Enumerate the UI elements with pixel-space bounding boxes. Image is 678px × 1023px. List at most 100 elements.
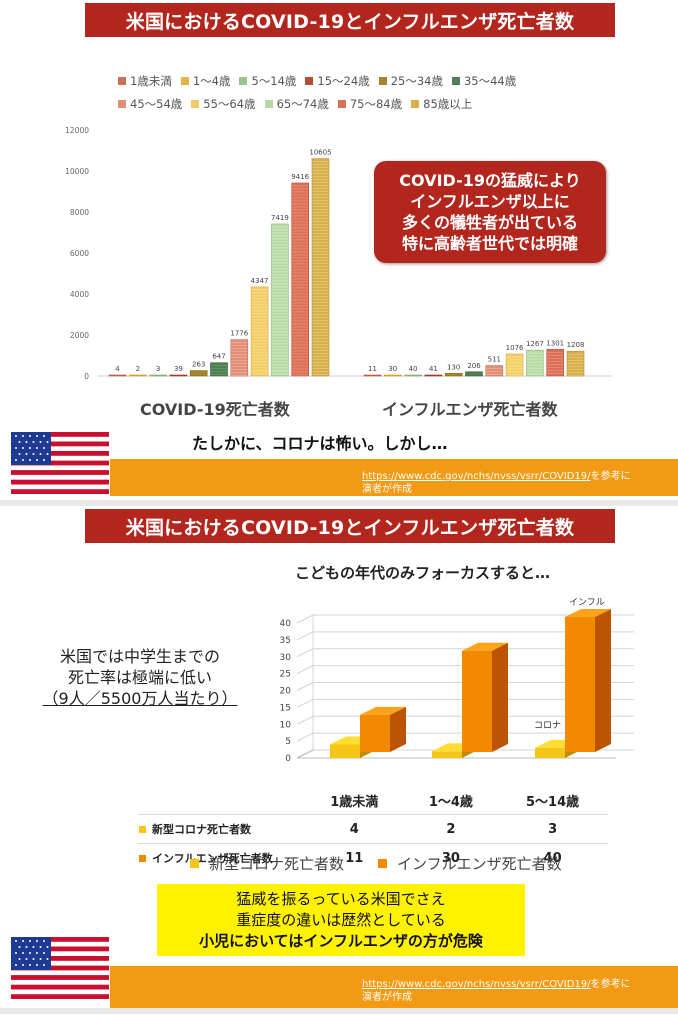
legend-swatch-icon: [337, 100, 346, 108]
slide1-footer-bar: [110, 459, 678, 496]
bar-value-label: 511: [488, 356, 501, 364]
corona-square-icon: [139, 826, 146, 833]
chart1-callout: COVID-19の猛威により インフルエンザ以上に 多くの犠牲者が出ている 特に…: [374, 161, 606, 263]
legend-corona: 新型コロナ死亡者数: [209, 855, 345, 873]
slide1-source-suffix: を参考に: [590, 471, 631, 482]
legend-swatch-icon: [378, 77, 387, 85]
slide2-heading: こどもの年代のみフォーカスすると…: [295, 564, 551, 582]
legend-label: 45～54歳: [130, 97, 183, 111]
us-flag-icon: [11, 432, 109, 494]
legend-swatch-icon: [180, 77, 189, 85]
slide1-source-link[interactable]: https://www.cdc.gov/nchs/nvss/vsrr/COVID…: [362, 471, 591, 482]
y-tick-label: 12000: [65, 126, 89, 135]
bar: [189, 370, 208, 377]
legend-label: 85歳以上: [423, 97, 473, 111]
slide2-note: 米国では中学生までの 死亡率は極端に低い （9人／5500万人当たり）: [34, 646, 246, 709]
bar-value-label: 647: [212, 353, 225, 361]
legend-item: 85歳以上: [411, 96, 472, 112]
bar-value-label: 1776: [230, 330, 248, 338]
bar: [250, 286, 269, 377]
bar-value-label: 40: [409, 365, 418, 373]
chart1-age-bars: 0 2000 4000 6000 8000 10000 12000 4 2 3 39 263 647 1…: [65, 126, 612, 381]
legend-item: 75～84歳: [337, 96, 403, 112]
slide1-source-line2: 演者が作成: [362, 484, 412, 495]
legend-swatch-icon: [451, 77, 460, 85]
y-tick-label: 4000: [70, 290, 89, 299]
bar-value-label: 30: [388, 365, 397, 373]
bar: [505, 353, 524, 377]
table-row: 1歳未満 1～4歳 5～14歳: [138, 786, 608, 815]
bar-value-label: 1208: [567, 341, 585, 349]
table-cell: 40: [497, 843, 608, 872]
legend-corona-square-icon: [190, 859, 199, 868]
slide2-source: https://www.cdc.gov/nchs/nvss/vsrr/COVID…: [362, 978, 672, 1004]
legend-item: 15～24歳: [305, 73, 370, 89]
bar-value-label: 39: [174, 365, 183, 373]
bar: [404, 374, 422, 377]
slide2-footer-bar: [110, 966, 678, 1008]
bar-value-label: 1076: [506, 344, 524, 352]
legend-item: 25～34歳: [378, 73, 443, 89]
slide-covid-influenza-all-ages: 米国におけるCOVID-19とインフルエンザ死亡者数 1歳未満 1～4歳 5～14歳…: [0, 0, 678, 500]
next-slide-peek: [0, 1014, 678, 1023]
bar: [129, 374, 147, 377]
legend-swatch-icon: [305, 77, 314, 85]
table-cell: 30: [404, 843, 498, 872]
group-label-covid: COVID-19死亡者数: [140, 400, 290, 419]
callout-line-3: 多くの犠牲者が出ている: [401, 213, 578, 232]
bar-value-label: 2: [136, 365, 140, 373]
legend-label: 35～44歳: [463, 74, 517, 88]
bar-value-label: 1301: [546, 339, 564, 347]
bar-value-label: 41: [429, 365, 438, 373]
message-line-1: 猛威を振るっている米国でさえ: [236, 889, 446, 908]
legend-swatch-icon: [118, 100, 126, 108]
legend-label: 75～84歳: [349, 97, 403, 111]
influ-square-icon: [139, 855, 146, 862]
row-label-corona: 新型コロナ死亡者数: [152, 823, 251, 836]
slide1-source: https://www.cdc.gov/nchs/nvss/vsrr/COVID…: [362, 470, 672, 496]
table-cell: 3: [497, 814, 608, 844]
bar: [149, 374, 167, 377]
bar-value-label: 10605: [309, 149, 331, 157]
legend-item: 55～64歳: [191, 96, 256, 112]
slide2-message-box: 猛威を振るっている米国でさえ 重症度の違いは歴然としている 小児においてはインフ…: [157, 884, 525, 956]
row-label-influ: インフルエンザ死亡者数: [152, 852, 273, 865]
bar: [546, 349, 565, 377]
bar-value-label: 3: [156, 365, 160, 373]
bar: [424, 374, 443, 377]
legend-label: 25～34歳: [390, 74, 443, 88]
callout-line-2: インフルエンザ以上に: [410, 192, 570, 211]
y-tick-label: 6000: [70, 249, 89, 258]
legend-label: 1～4歳: [192, 74, 231, 88]
table-cell: 11: [304, 843, 405, 872]
y-tick-label: 8000: [70, 208, 89, 217]
bar-value-label: 130: [447, 363, 460, 371]
legend-label: 15～24歳: [317, 74, 370, 88]
legend-label: 5～14歳: [251, 74, 297, 88]
legend-label: 65～74歳: [276, 97, 329, 111]
note-line-2: 死亡率は極端に低い: [67, 668, 212, 687]
slide2-source-link[interactable]: https://www.cdc.gov/nchs/nvss/vsrr/COVID…: [362, 979, 591, 990]
chart1-legend: 1歳未満 1～4歳 5～14歳 15～24歳 25～34歳 35～44歳 45～54歳 55…: [118, 73, 588, 119]
table-cell: 2: [404, 814, 498, 844]
slide2-source-line2: 演者が作成: [362, 992, 412, 1003]
y-tick-label: 2000: [70, 331, 89, 340]
bar-value-label: 7419: [271, 214, 289, 222]
group-label-influenza: インフルエンザ死亡者数: [382, 400, 558, 419]
y-tick-label: 10000: [65, 167, 89, 176]
bar: [444, 373, 463, 377]
legend-swatch-icon: [411, 100, 420, 108]
y-tick-label: 0: [84, 372, 89, 381]
bar: [465, 371, 483, 377]
slide2-title: 米国におけるCOVID-19とインフルエンザ死亡者数: [85, 509, 615, 543]
bar: [108, 374, 127, 377]
bar: [210, 362, 228, 377]
legend-influ: インフルエンザ死亡者数: [397, 855, 562, 873]
table-cell: 4: [304, 814, 405, 844]
bar-value-label: 1267: [526, 340, 544, 348]
table-header-2: 1～4歳: [428, 794, 473, 810]
us-flag-icon: [11, 937, 109, 999]
bar: [526, 349, 544, 377]
legend-swatch-icon: [239, 77, 248, 85]
table-row: 新型コロナ死亡者数 4 2 3: [138, 814, 608, 844]
